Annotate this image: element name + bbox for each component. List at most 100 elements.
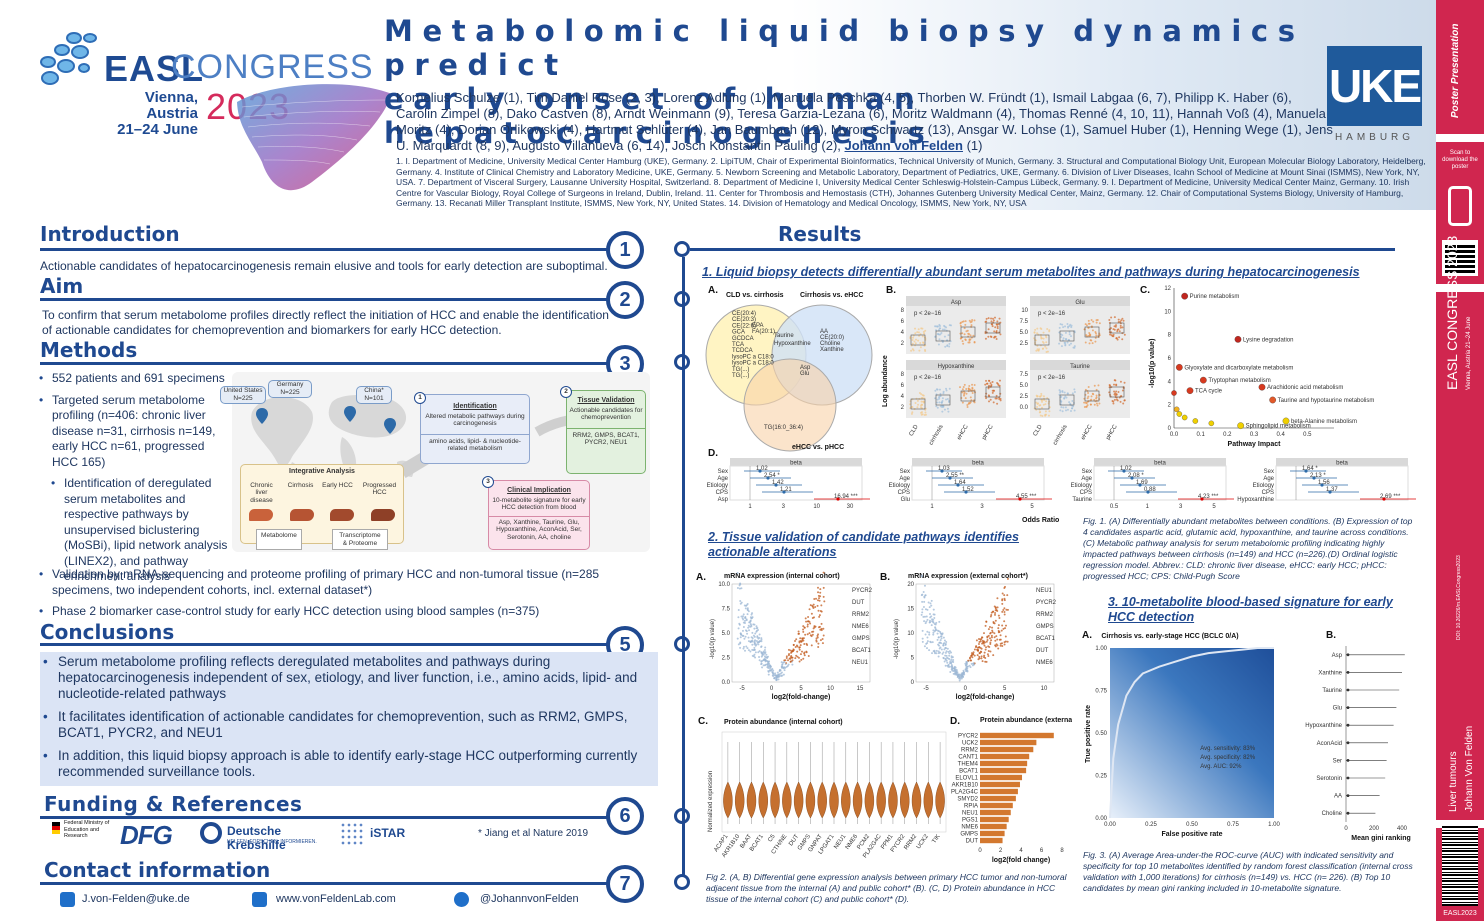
bar bbox=[980, 788, 1018, 795]
gene-point bbox=[773, 674, 776, 677]
gene-point bbox=[925, 615, 928, 618]
data-point bbox=[1186, 387, 1194, 395]
y-tick: 20 bbox=[907, 582, 914, 588]
x-tick: 0.5 bbox=[1110, 504, 1119, 510]
jitter-point bbox=[909, 403, 912, 406]
jitter-point bbox=[961, 320, 964, 323]
jitter-point bbox=[1046, 328, 1049, 331]
gene-point bbox=[745, 630, 748, 633]
jitter-point bbox=[1083, 406, 1086, 409]
gene-point bbox=[931, 652, 934, 655]
jitter-point bbox=[945, 398, 948, 401]
easl-wordmark: EASL bbox=[104, 48, 205, 89]
gene-point bbox=[921, 608, 924, 611]
gene-point bbox=[951, 669, 954, 672]
violin bbox=[876, 781, 886, 819]
jitter-point bbox=[988, 384, 991, 387]
gene-point bbox=[964, 668, 967, 671]
estimate-label: 1.64 * bbox=[1302, 466, 1318, 472]
jitter-point bbox=[993, 316, 996, 319]
gene-point bbox=[965, 663, 968, 666]
gene-point bbox=[756, 641, 759, 644]
gene-point bbox=[740, 633, 743, 636]
panel-label: A. bbox=[1082, 630, 1092, 641]
gene-point bbox=[811, 605, 814, 608]
jitter-point bbox=[1115, 398, 1118, 401]
jitter-point bbox=[943, 335, 946, 338]
gene-point bbox=[980, 657, 983, 660]
x-tick: 0 bbox=[1344, 826, 1348, 832]
lollipop-head bbox=[1346, 776, 1350, 780]
estimate-label: 4.55 *** bbox=[1016, 494, 1037, 500]
gene-point bbox=[782, 667, 785, 670]
panel-label: C. bbox=[1140, 285, 1150, 296]
gene-point bbox=[1003, 643, 1006, 646]
jitter-point bbox=[959, 321, 962, 324]
gene-point bbox=[930, 641, 933, 644]
roc-curve: Cirrhosis vs. early-stage HCC (BCLC 0/A)… bbox=[1085, 633, 1280, 838]
contact-email[interactable]: J.von-Felden@uke.de bbox=[82, 893, 190, 905]
data-point bbox=[1237, 422, 1245, 430]
gene-point bbox=[937, 636, 940, 639]
gene-point bbox=[742, 645, 745, 648]
venn-item: TCDCA bbox=[732, 348, 753, 354]
qr-code[interactable] bbox=[1442, 240, 1478, 276]
gene-point bbox=[764, 651, 767, 654]
lollipop-head bbox=[1346, 653, 1350, 657]
jitter-point bbox=[935, 388, 938, 391]
point-label: Tryptophan metabolism bbox=[1208, 378, 1270, 384]
flag-stripe bbox=[52, 826, 60, 830]
gene-point bbox=[1000, 629, 1003, 632]
axis-label: Log abundance bbox=[882, 355, 889, 407]
jitter-point bbox=[924, 411, 927, 414]
tissue-title: Tissue Validation bbox=[577, 397, 635, 404]
gene-point bbox=[975, 639, 978, 642]
jitter-point bbox=[1041, 347, 1044, 350]
gene-point bbox=[1004, 627, 1007, 630]
jitter-point bbox=[971, 386, 974, 389]
jitter-point bbox=[992, 401, 995, 404]
gene-point bbox=[806, 643, 809, 646]
y-tick: 8 bbox=[1168, 333, 1172, 339]
gene-point bbox=[955, 671, 958, 674]
gene-point bbox=[944, 644, 947, 647]
row-label: Etiology bbox=[889, 483, 910, 489]
jitter-point bbox=[1114, 379, 1117, 382]
gene-point bbox=[749, 622, 752, 625]
gene-point bbox=[802, 628, 805, 631]
y-tick: 4 bbox=[1168, 379, 1172, 385]
gene-point bbox=[807, 654, 810, 657]
y-tick: 5.0 bbox=[1020, 330, 1029, 336]
gene-point bbox=[766, 666, 769, 669]
contact-twitter[interactable]: @JohannvonFelden bbox=[480, 893, 579, 905]
gene-point bbox=[987, 645, 990, 648]
jitter-point bbox=[960, 396, 963, 399]
category-label: GMPS bbox=[960, 832, 978, 838]
gene-point bbox=[994, 611, 997, 614]
gene-point bbox=[988, 625, 991, 628]
jitter-point bbox=[969, 396, 972, 399]
gene-point bbox=[948, 662, 951, 665]
jitter-point bbox=[1094, 340, 1097, 343]
jitter-point bbox=[1044, 410, 1047, 413]
p-value: p < 2e−16 bbox=[1038, 311, 1066, 317]
jitter-point bbox=[1116, 328, 1119, 331]
facet-title: beta bbox=[1336, 461, 1348, 467]
jitter-point bbox=[916, 399, 919, 402]
jitter-point bbox=[1039, 327, 1042, 330]
conclusion-item: In addition, this liquid biopsy approach… bbox=[42, 748, 652, 780]
gene-point bbox=[945, 659, 948, 662]
lollipop-head bbox=[1346, 759, 1350, 762]
jitter-point bbox=[938, 327, 941, 330]
jitter-point bbox=[968, 384, 971, 387]
gene-point bbox=[943, 660, 946, 663]
results-connector-line bbox=[682, 257, 685, 877]
gene-point bbox=[787, 659, 790, 662]
contact-website[interactable]: www.vonFeldenLab.com bbox=[276, 893, 396, 905]
gene-point bbox=[758, 650, 761, 653]
gene-point bbox=[939, 630, 942, 633]
violin bbox=[935, 781, 945, 819]
gene-point bbox=[970, 659, 973, 662]
gene-point bbox=[965, 664, 968, 667]
jitter-point bbox=[1095, 402, 1098, 405]
